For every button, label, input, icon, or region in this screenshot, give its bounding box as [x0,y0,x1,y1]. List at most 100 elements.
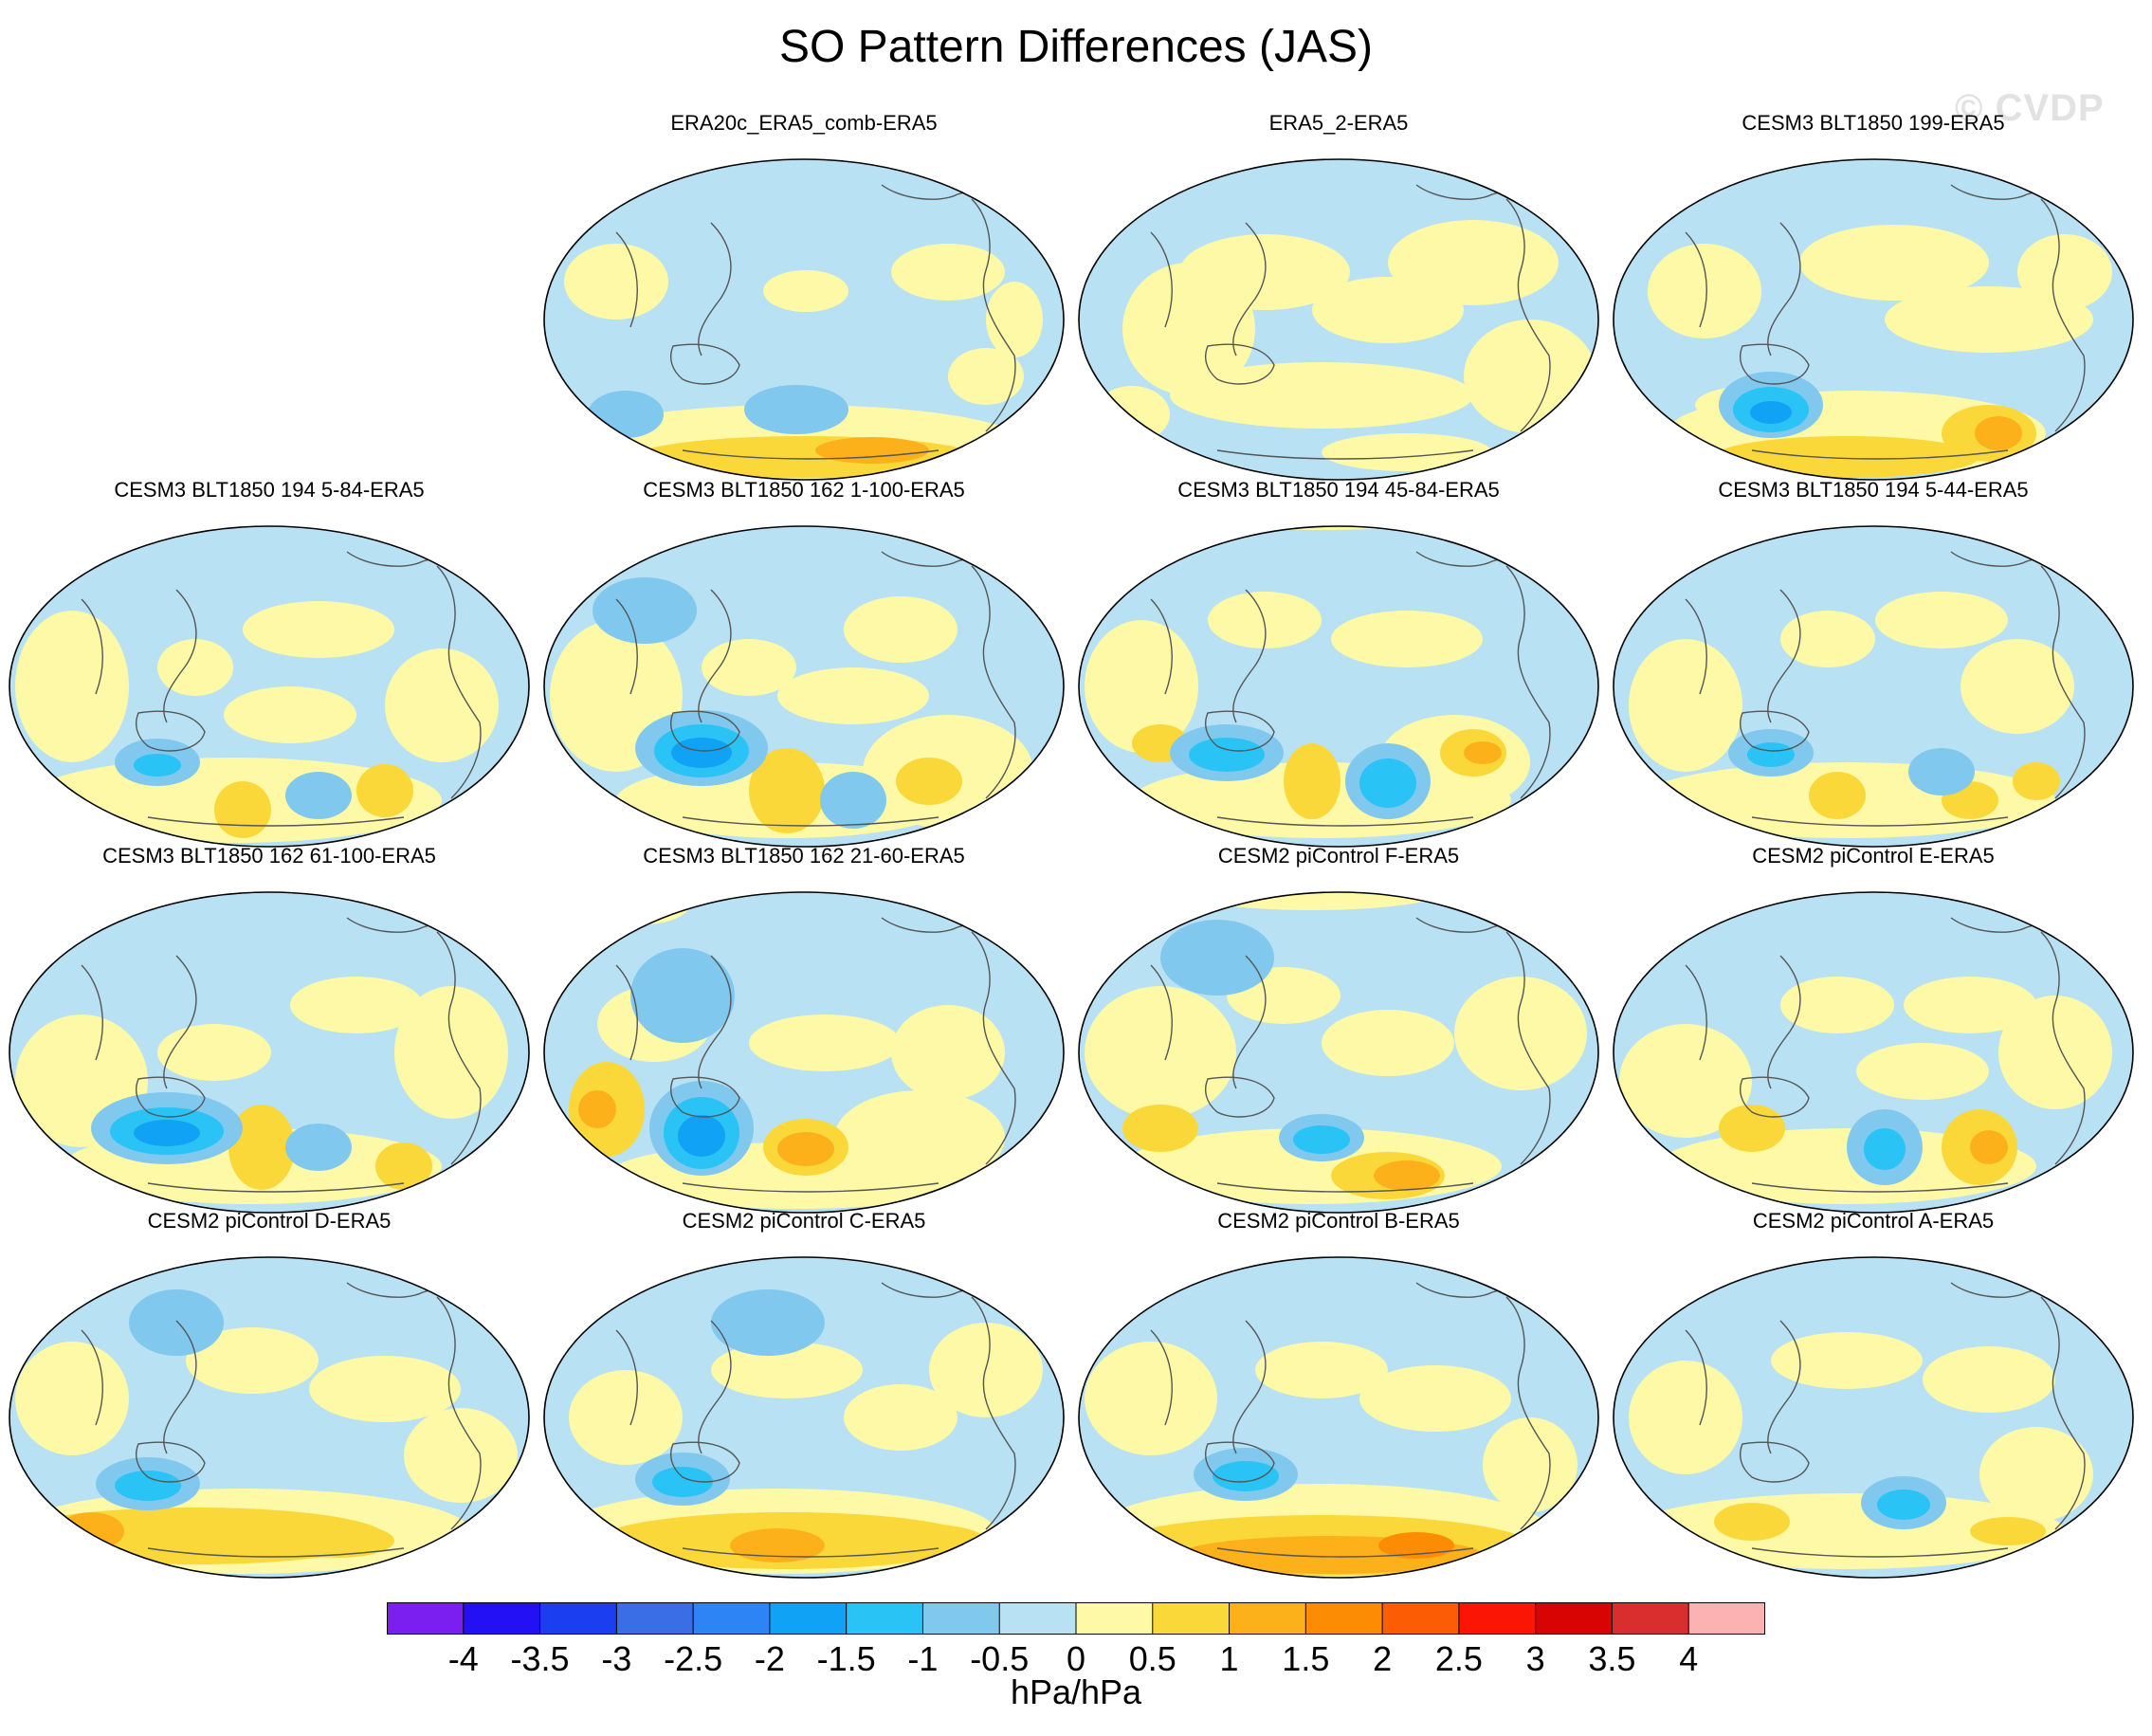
coastline [698,222,732,356]
contour-region [1747,742,1795,767]
coastline [698,955,732,1089]
colorbar-swatch [463,1602,541,1635]
world-map [1613,891,2134,1214]
contour-region [285,1124,352,1171]
contour-region [1975,416,2022,450]
contour-region [1208,592,1322,649]
colorbar-swatch [1229,1602,1306,1635]
world-map [9,525,530,848]
colorbar-swatch [387,1602,465,1635]
world-map [1613,525,2134,848]
contour-region [186,1327,319,1394]
colorbar-swatch [693,1602,771,1635]
world-map [1078,525,1599,848]
contour-region [157,639,233,696]
world-map [543,158,1065,481]
contour-region [564,244,668,320]
map-border [1613,891,2134,1214]
map-panel: CESM2 piControl C-ERA5 [540,1207,1067,1581]
contour-region [1322,433,1492,471]
contour-region [1970,1517,2046,1545]
coastline [2040,198,2086,432]
coastline [1505,931,1551,1165]
map-panel: CESM2 piControl D-ERA5 [6,1207,533,1581]
colorbar-swatch [1612,1602,1689,1635]
contour-region [1998,996,2112,1109]
coastline [1232,589,1267,723]
coastline [1740,1076,1810,1118]
page-title: SO Pattern Differences (JAS) [778,22,1373,72]
coastline [1232,222,1267,356]
colorbar-tick-label: -0.5 [970,1639,1029,1674]
coastline [1205,1441,1275,1483]
colorbar-swatch [999,1602,1077,1635]
world-map [543,1256,1065,1579]
map-border [543,525,1065,848]
coastline [1685,1329,1707,1426]
contour-region [948,348,1024,405]
contour-region [224,686,356,743]
contour-region [290,977,423,1033]
colorbar-swatch [1152,1602,1231,1635]
contour-region [730,1528,825,1562]
coastline [436,1296,482,1530]
coastline [436,931,482,1165]
contour-region [578,1090,616,1128]
contour-region [652,1467,713,1497]
coastline [163,1320,197,1454]
contour-region [986,282,1043,357]
coastline [1150,1329,1173,1426]
contour-region [1331,611,1483,667]
colorbar-tick-label: 3.5 [1588,1639,1635,1674]
contour-region [1085,620,1198,753]
colorbar-tick-label: -3 [601,1639,631,1674]
coastline [971,198,1016,432]
map-panel-title: CESM2 piControl E-ERA5 [1752,844,1995,868]
contour-region [281,1524,394,1558]
coastline [1685,231,1707,328]
colorbar-swatch [922,1602,1000,1635]
contour-region [1809,772,1866,819]
contour-region [1388,220,1559,305]
contour-region [15,1342,129,1455]
world-map [9,891,530,1214]
coastline [163,955,197,1089]
coastline [698,589,732,723]
contour-region [597,892,692,924]
contour-region [711,1342,863,1398]
contour-region [157,1024,271,1081]
coastline [615,231,638,328]
map-panel: CESM3 BLT1850 199-ERA5 [1610,109,2137,484]
contour-region [1864,1128,1906,1170]
world-map [1613,158,2134,481]
contour-region [1374,1160,1440,1191]
coastline [1216,449,1474,460]
contour-region [1213,1461,1279,1491]
contour-region [1284,743,1340,819]
world-map [543,891,1065,1214]
contour-region [1799,225,1989,301]
map-panel-title: ERA5_2-ERA5 [1268,111,1409,135]
contour-region [891,244,1005,301]
map-panel: CESM2 piControl E-ERA5 [1610,842,2137,1216]
contour-region [1923,1346,2055,1413]
contour-region [1970,1130,2008,1164]
contour-region [309,1356,461,1422]
contour-region [1189,738,1265,772]
coastline [1205,710,1275,752]
coastline [1232,1320,1267,1454]
colorbar-tick-label: -4 [448,1639,479,1674]
coastline [147,1547,405,1558]
contour-region [815,437,929,464]
contour-region [129,1289,224,1356]
contour-region [777,1132,834,1166]
coastline [1767,589,1801,723]
contour-region [15,611,129,762]
colorbar-tick-label: 2 [1373,1639,1392,1674]
map-border [1613,525,2134,848]
contour-region [1908,748,1975,795]
contour-region [1160,920,1274,996]
contour-region [1877,1489,1930,1520]
watermark: © CVDP [1955,87,2105,129]
contour-region [1648,244,1761,338]
